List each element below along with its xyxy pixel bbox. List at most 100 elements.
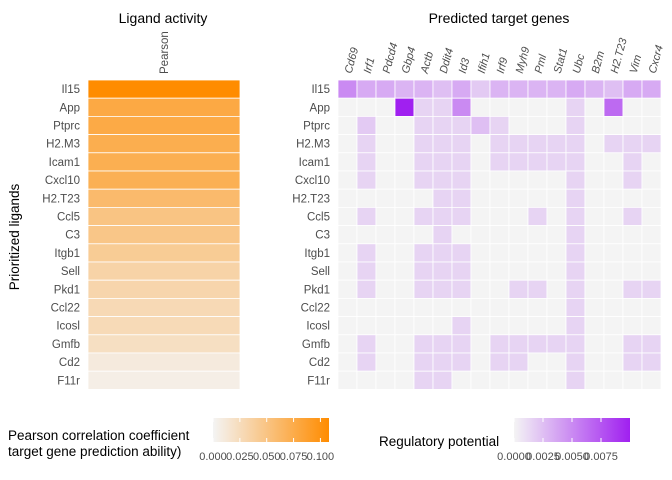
target-gene-cell [546, 206, 567, 226]
target-gene-cell [603, 188, 624, 208]
target-gene-cell [356, 261, 377, 281]
target-gene-cell [622, 116, 643, 136]
target-gene-cell [584, 279, 605, 299]
target-gene-cell [451, 79, 472, 99]
target-gene-cell [451, 279, 472, 299]
target-gene-cell [508, 225, 529, 245]
target-gene-cell [603, 206, 624, 226]
target-gene-cell [375, 116, 396, 136]
target-gene-cell [337, 170, 358, 190]
ligand-row-label: Ccl22 [51, 303, 80, 315]
target-gene-cell [641, 297, 662, 317]
target-gene-cell [489, 188, 510, 208]
target-gene-cell [470, 352, 491, 372]
ligand-row-label: Gmfb [52, 339, 80, 351]
pearson-legend-title-line2: target gene prediction ability) [8, 444, 181, 459]
target-gene-cell [546, 188, 567, 208]
target-gene-cell [432, 97, 453, 117]
ligand-activity-cell [87, 243, 241, 263]
ligand-row-label: C3 [65, 230, 80, 242]
target-gene-cell [527, 116, 548, 136]
ligand-activity-cell [87, 261, 241, 281]
target-gene-column-label: B2m [590, 50, 607, 75]
target-gene-cell [432, 116, 453, 136]
target-gene-cell [394, 334, 415, 354]
target-gene-cell [546, 225, 567, 245]
target-gene-cell [489, 352, 510, 372]
target-gene-cell [356, 334, 377, 354]
target-gene-cell [470, 152, 491, 172]
target-gene-cell [565, 152, 586, 172]
target-gene-cell [470, 316, 491, 336]
target-gene-column-label: Vim [628, 54, 644, 75]
target-gene-cell [432, 79, 453, 99]
target-gene-cell [622, 352, 643, 372]
target-gene-cell [394, 79, 415, 99]
target-gene-cell [508, 334, 529, 354]
target-gene-cell [565, 261, 586, 281]
target-gene-cell [546, 316, 567, 336]
target-gene-column-label: Id3 [457, 56, 473, 75]
pearson-legend-ticks: 0.000 0.025 0.050 0.075 0.100 [199, 418, 334, 463]
target-gene-cell [622, 225, 643, 245]
target-gene-cell [375, 243, 396, 263]
target-gene-cell [413, 79, 434, 99]
target-gene-cell [527, 152, 548, 172]
target-gene-cell [489, 206, 510, 226]
target-gene-cell [603, 370, 624, 390]
target-gene-cell [527, 243, 548, 263]
target-gene-cell [584, 225, 605, 245]
target-gene-cell [432, 370, 453, 390]
target-gene-cell [394, 279, 415, 299]
ligand-activity-heatmap [87, 79, 241, 390]
target-gene-cell [337, 279, 358, 299]
target-gene-cell [527, 261, 548, 281]
ligand-row-label: Ptprc [53, 121, 80, 133]
target-gene-cell [565, 316, 586, 336]
target-gene-cell [641, 116, 662, 136]
target-gene-cell [584, 116, 605, 136]
target-gene-cell [527, 97, 548, 117]
ligand-row-label: F11r [57, 375, 80, 387]
ligand-row-label: Pkd1 [54, 284, 80, 296]
target-gene-cell [565, 334, 586, 354]
target-gene-cell [641, 188, 662, 208]
target-gene-column-label: Actb [419, 50, 437, 75]
target-gene-cell [470, 134, 491, 154]
target-gene-cell [470, 170, 491, 190]
ligand-row-label: Icosl [56, 321, 80, 333]
target-gene-cell [337, 188, 358, 208]
target-gene-cell [337, 225, 358, 245]
target-gene-cell [337, 116, 358, 136]
target-gene-cell [546, 243, 567, 263]
target-row-label: Gmfb [302, 339, 330, 351]
target-gene-cell [394, 152, 415, 172]
target-gene-cell [375, 79, 396, 99]
target-gene-cell [489, 243, 510, 263]
target-gene-cell [470, 334, 491, 354]
target-gene-cell [508, 79, 529, 99]
target-gene-cell [432, 352, 453, 372]
ligand-row-label: H2.T23 [42, 193, 80, 205]
target-gene-cell [470, 261, 491, 281]
target-row-label: H2.T23 [292, 193, 330, 205]
target-gene-cell [432, 170, 453, 190]
target-gene-cell [565, 297, 586, 317]
target-gene-cell [622, 279, 643, 299]
ligand-row-label: Cxcl10 [45, 175, 80, 187]
target-gene-cell [603, 352, 624, 372]
target-gene-cell [622, 152, 643, 172]
target-gene-cell [432, 316, 453, 336]
target-row-label: F11r [307, 375, 330, 387]
target-gene-cell [489, 279, 510, 299]
ligand-row-label: H2.M3 [46, 139, 80, 151]
target-gene-cell [546, 170, 567, 190]
target-gene-cell [584, 352, 605, 372]
target-gene-cell [641, 97, 662, 117]
target-gene-cell [565, 206, 586, 226]
target-gene-cell [451, 188, 472, 208]
target-gene-cell [641, 334, 662, 354]
target-gene-cell [451, 297, 472, 317]
target-row-label: Pkd1 [304, 284, 330, 296]
